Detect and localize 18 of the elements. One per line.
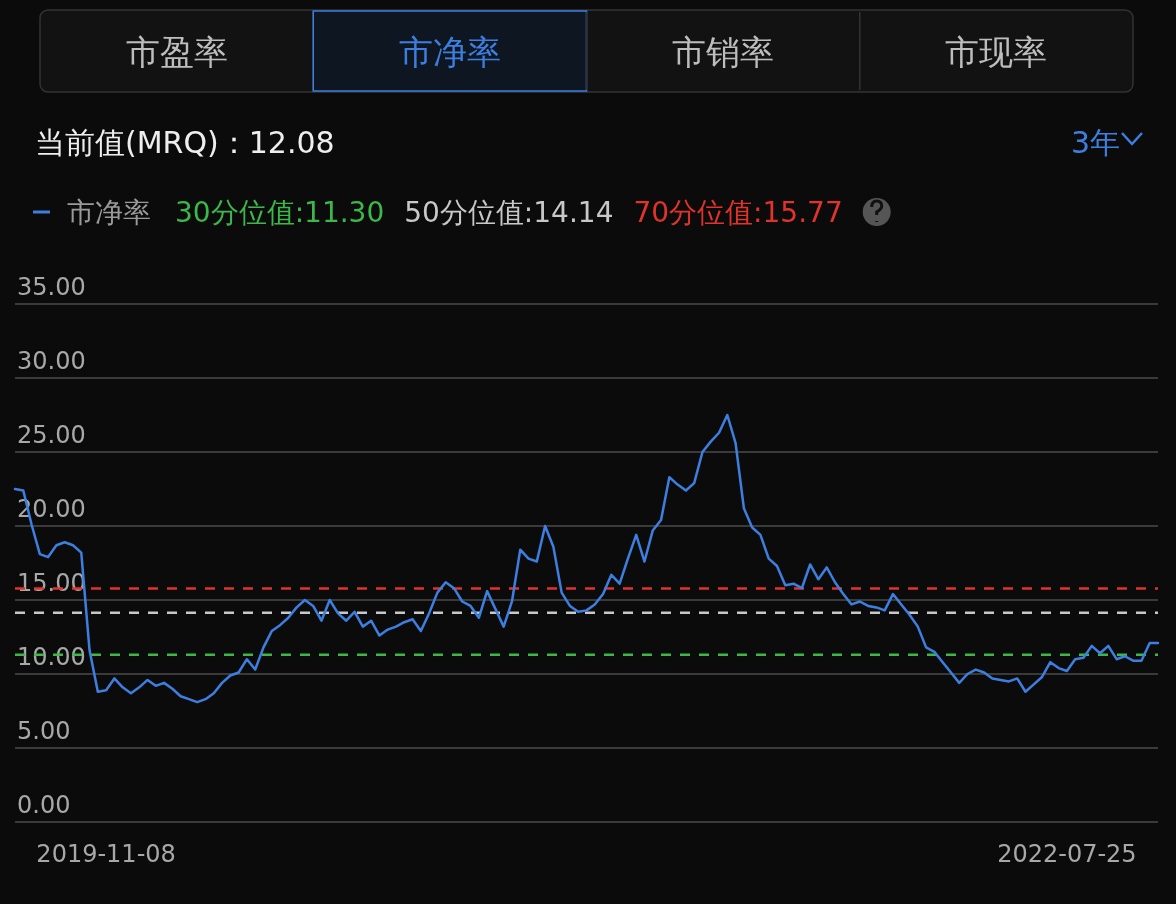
y-tick-label: 10.00 — [17, 643, 86, 671]
text: 市销率 — [672, 32, 775, 72]
legend-label: 市净率 — [67, 196, 151, 229]
y-tick-label: 35.00 — [17, 273, 86, 301]
y-tick-label: 30.00 — [17, 347, 86, 375]
y-tick-label: 0.00 — [17, 791, 71, 819]
text: 3年 — [1070, 125, 1120, 160]
text: 市盈率 — [125, 32, 228, 72]
text: 市净率 — [398, 32, 501, 72]
chart-subtitle: 当前值(MRQ)：12.08 — [35, 125, 335, 160]
x-tick-label: 2022-07-25 — [997, 840, 1137, 868]
text: 市现率 — [945, 32, 1048, 72]
x-tick-label: 2019-11-08 — [36, 840, 176, 868]
ref-line-label: 30分位值:11.30 — [175, 196, 385, 229]
y-tick-label: 5.00 — [17, 717, 71, 745]
y-tick-label: 25.00 — [17, 421, 86, 449]
ref-line-label: 50分位值:14.14 — [404, 196, 614, 229]
ref-line-label: 70分位值:15.77 — [633, 196, 843, 229]
